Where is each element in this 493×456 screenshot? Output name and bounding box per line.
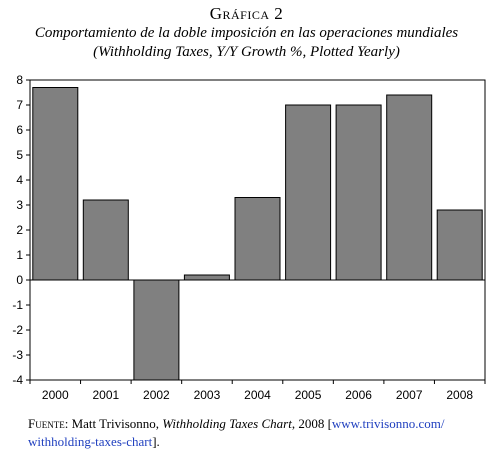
y-tick-label: 4 — [16, 173, 23, 187]
source-work: Withholding Taxes Chart — [162, 416, 292, 431]
x-tick-label-2004: 2004 — [244, 388, 271, 402]
bars-group — [32, 87, 483, 380]
source-suffix: ]. — [152, 434, 160, 449]
y-tick-label: 3 — [16, 198, 23, 212]
bar-2004 — [234, 197, 281, 281]
bar-2008 — [436, 209, 483, 281]
y-tick-label: -4 — [12, 373, 23, 387]
x-tick-label-2003: 2003 — [194, 388, 221, 402]
ticks-group: 8 7 6 5 4 3 2 1 0 -1 -2 -3 -4 2000 2001 2002 2003 2004 200… — [12, 73, 486, 402]
source-note: Fuente: Matt Trivisonno, Withholding Tax… — [28, 415, 490, 451]
y-tick-label: -2 — [12, 323, 23, 337]
y-tick-label: -1 — [12, 298, 23, 312]
figure-label: Gráfica 2 — [209, 4, 284, 23]
source-prefix: Fuente: — [28, 416, 69, 431]
bar-2006 — [335, 104, 382, 281]
bar-2003 — [183, 274, 230, 281]
x-tick-label-2000: 2000 — [42, 388, 69, 402]
x-tick-label-2001: 2001 — [92, 388, 119, 402]
y-tick-label: 1 — [16, 248, 23, 262]
bar-2002 — [133, 279, 180, 380]
x-tick-label-2007: 2007 — [396, 388, 423, 402]
y-tick-label: 6 — [16, 123, 23, 137]
x-tick-label-2006: 2006 — [345, 388, 372, 402]
source-year: , 2008 [ — [291, 416, 332, 431]
x-tick-label-2008: 2008 — [446, 388, 473, 402]
y-tick-label: 8 — [16, 73, 23, 87]
bar-2000 — [32, 87, 79, 281]
bar-2007 — [386, 94, 433, 281]
source-url-line1[interactable]: www.trivisonno.com/ — [331, 416, 445, 431]
bar-2005 — [285, 104, 332, 281]
y-tick-label: -3 — [12, 348, 23, 362]
y-tick-label: 2 — [16, 223, 23, 237]
y-tick-label: 0 — [16, 273, 23, 287]
bar-2001 — [82, 199, 129, 281]
x-tick-label-2002: 2002 — [143, 388, 170, 402]
chart-subtitle: (Withholding Taxes, Y/Y Growth %, Plotte… — [93, 44, 400, 60]
source-author: Matt Trivisonno, — [68, 416, 163, 431]
y-tick-label: 7 — [16, 98, 23, 112]
y-tick-label: 5 — [16, 148, 23, 162]
chart-title: Comportamiento de la doble imposición en… — [34, 25, 459, 41]
source-url-line2[interactable]: withholding-taxes-chart — [28, 434, 153, 449]
x-tick-label-2005: 2005 — [295, 388, 322, 402]
